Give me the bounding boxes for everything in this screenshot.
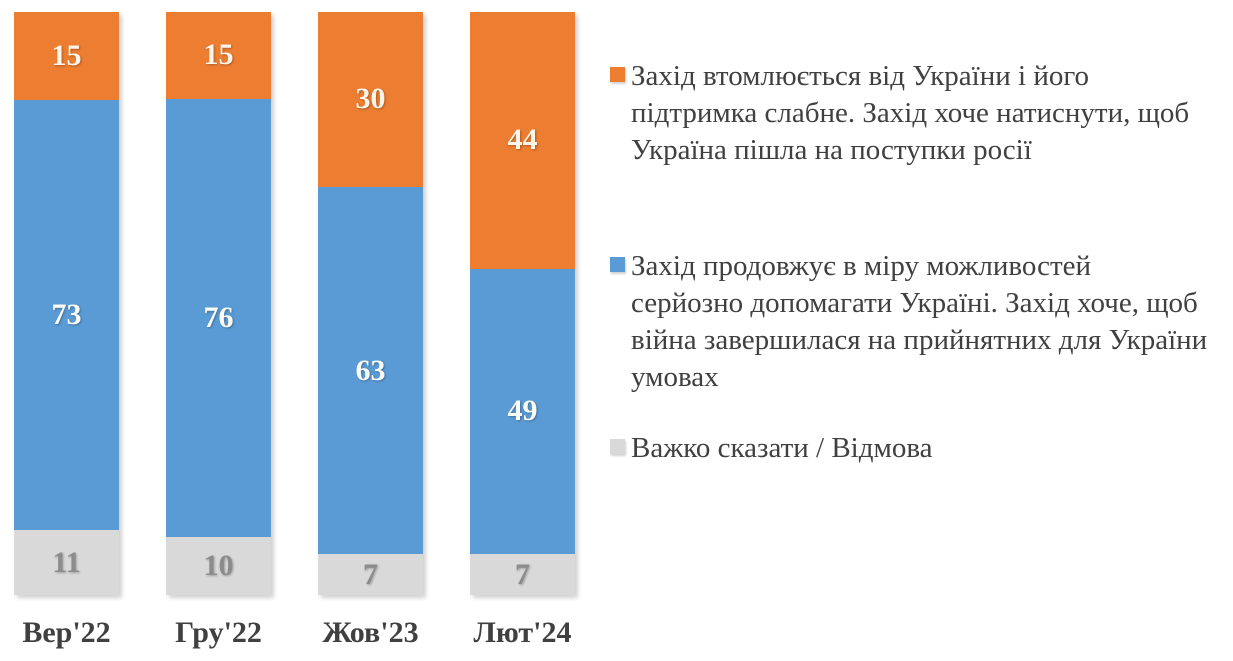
data-label: 49 [507, 394, 538, 428]
legend-marker-gray-icon [610, 439, 625, 454]
bar-4-segment-1: 44 [470, 12, 575, 269]
data-label: 15 [51, 39, 82, 73]
bar-1-segment-1: 15 [14, 12, 119, 101]
x-axis-label: Гру'22 [175, 616, 262, 649]
bar-3-segment-3: 7 [318, 554, 423, 595]
legend-label-west-tired: Захід втомлюється від України і його під… [631, 60, 1190, 166]
legend-marker-orange-icon [610, 67, 625, 82]
legend-item-west-helps: Захід продовжує в міру можливостей серйо… [610, 248, 1210, 396]
bar-3: 30 63 7 [318, 12, 423, 595]
data-label: 7 [515, 557, 530, 591]
bar-4-segment-3: 7 [470, 554, 575, 595]
legend-label-west-helps: Захід продовжує в міру можливостей серйо… [631, 250, 1208, 393]
plot-area: 15 73 11 15 76 10 30 63 7 44 49 7 [14, 12, 575, 595]
bar-4: 44 49 7 [470, 12, 575, 595]
data-label: 44 [507, 123, 538, 157]
legend-marker-blue-icon [610, 257, 625, 272]
data-label: 11 [52, 545, 81, 579]
bar-1-segment-2: 73 [14, 100, 119, 531]
x-axis: Вер'22 Гру'22 Жов'23 Лют'24 [14, 616, 575, 650]
legend-label-hard-to-say: Важко сказати / Відмова [631, 432, 933, 464]
x-axis-label: Жов'23 [322, 616, 419, 649]
data-label: 73 [51, 298, 82, 332]
bar-1-segment-3: 11 [14, 530, 119, 595]
bar-1: 15 73 11 [14, 12, 119, 595]
x-axis-label: Лют'24 [473, 616, 572, 649]
bar-2: 15 76 10 [166, 12, 271, 595]
legend-item-hard-to-say: Важко сказати / Відмова [610, 430, 1210, 467]
data-label: 63 [355, 353, 386, 387]
legend-item-west-tired: Захід втомлюється від України і його під… [610, 58, 1210, 169]
bar-3-segment-1: 30 [318, 12, 423, 187]
bar-3-segment-2: 63 [318, 186, 423, 555]
data-label: 7 [363, 557, 378, 591]
data-label: 15 [203, 38, 234, 72]
data-label: 10 [203, 549, 234, 583]
bar-2-segment-3: 10 [166, 537, 271, 595]
data-label: 76 [203, 300, 234, 334]
x-axis-label: Вер'22 [22, 616, 111, 649]
bar-2-segment-1: 15 [166, 12, 271, 99]
bar-2-segment-2: 76 [166, 98, 271, 538]
data-label: 30 [355, 82, 386, 116]
bar-4-segment-2: 49 [470, 268, 575, 555]
